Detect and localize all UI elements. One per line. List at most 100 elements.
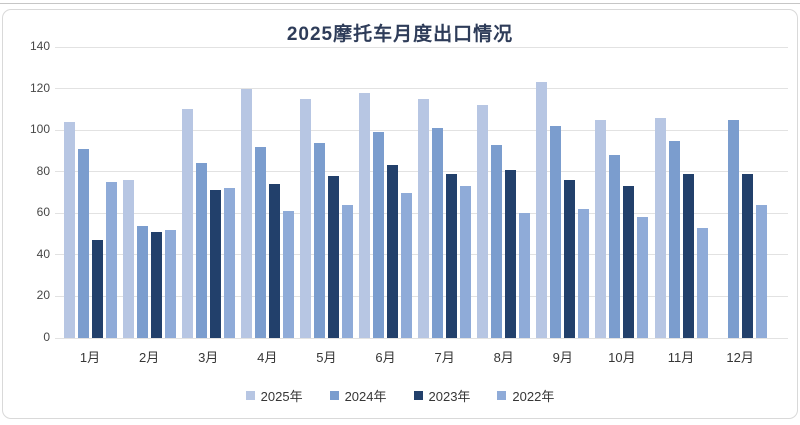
bar-2025 [299, 98, 311, 338]
bar-missing [714, 337, 725, 338]
bar-2023 [91, 240, 103, 338]
bar-2022 [519, 213, 531, 338]
bar-2022 [105, 182, 117, 338]
bar-2023 [741, 173, 753, 338]
gridline [55, 46, 788, 48]
legend-swatch-icon [329, 391, 339, 400]
bar-2022 [223, 188, 235, 338]
x-axis-label: 12月 [726, 350, 754, 365]
plot-area [55, 46, 788, 339]
bar-2024 [373, 132, 384, 338]
bar-2023 [505, 169, 517, 338]
bar-2025 [595, 119, 607, 338]
legend-item: 2024年 [329, 386, 387, 405]
y-axis-tick-label: 0 [43, 330, 50, 344]
y-axis-tick-label: 120 [29, 80, 50, 95]
legend-item: 2022年 [497, 386, 554, 405]
bar-2023 [682, 173, 694, 338]
legend-label: 2025年 [260, 389, 303, 404]
y-axis-tick-label: 140 [29, 39, 50, 53]
bar-2025 [240, 88, 252, 338]
bar-2022 [401, 192, 412, 338]
bar-2024 [195, 163, 207, 338]
bar-group [180, 109, 236, 338]
bar-group [712, 119, 768, 338]
legend-item: 2023年 [413, 386, 471, 405]
bar-2022 [460, 186, 472, 338]
legend-swatch-icon [413, 391, 423, 400]
bar-2022 [578, 209, 590, 338]
bar-group [476, 105, 532, 338]
bar-2024 [609, 155, 621, 338]
bar-2024 [136, 225, 148, 338]
bar-group [358, 92, 414, 338]
x-axis-label: 10月 [608, 350, 636, 365]
x-axis-label: 4月 [257, 350, 278, 365]
bar-2024 [254, 146, 266, 338]
bar-2023 [268, 184, 280, 338]
bar-2023 [327, 175, 339, 338]
bar-2025 [536, 82, 548, 338]
y-axis-tick-label: 20 [36, 288, 50, 303]
bar-2024 [313, 142, 325, 338]
y-axis-tick-label: 80 [36, 163, 50, 178]
legend-swatch-icon [497, 391, 507, 400]
bar-group [121, 180, 177, 338]
bar-2022 [637, 217, 649, 338]
bar-2022 [282, 211, 294, 338]
bar-2022 [341, 204, 353, 338]
legend-label: 2022年 [512, 389, 555, 404]
bar-2025 [418, 98, 430, 338]
x-axis-label: 2月 [138, 350, 160, 365]
bar-2023 [623, 186, 635, 338]
bar-2025 [477, 105, 489, 338]
bar-2024 [491, 144, 503, 338]
bar-2025 [122, 180, 134, 338]
bar-2024 [432, 128, 444, 338]
legend-swatch-icon [245, 391, 255, 400]
legend-label: 2024年 [344, 389, 387, 404]
bar-2023 [387, 165, 398, 338]
x-axis-label: 7月 [434, 350, 455, 365]
bar-group [298, 98, 354, 338]
bar-2025 [654, 117, 666, 338]
bar-2023 [564, 180, 576, 338]
x-axis-label: 5月 [316, 350, 337, 365]
x-axis-label: 3月 [198, 350, 219, 365]
bar-2022 [755, 204, 767, 338]
bar-group [239, 88, 295, 338]
bar-group [417, 98, 473, 338]
bar-2022 [696, 227, 708, 338]
bar-2023 [209, 190, 221, 338]
bar-group [62, 121, 118, 338]
gridline [55, 337, 788, 339]
x-axis-label: 9月 [552, 350, 573, 365]
bar-2024 [668, 140, 680, 338]
bar-2023 [150, 232, 162, 338]
bar-2023 [446, 173, 458, 338]
bar-2024 [727, 119, 739, 338]
y-axis-tick-label: 60 [36, 205, 50, 220]
gridline [55, 88, 788, 90]
x-axis-label: 8月 [493, 350, 514, 365]
bar-group [594, 119, 650, 338]
bar-2022 [164, 229, 176, 338]
legend-item: 2025年 [245, 386, 303, 405]
legend-label: 2023年 [428, 389, 471, 404]
x-axis-label: 6月 [375, 350, 396, 365]
x-axis-label: 1月 [79, 350, 101, 365]
y-axis-tick-label: 40 [36, 246, 50, 261]
bar-2025 [63, 121, 75, 338]
bar-group [653, 117, 709, 338]
chart-title: 2025摩托车月度出口情况 [286, 24, 514, 45]
bar-2024 [77, 148, 89, 338]
bar-2025 [359, 92, 370, 338]
top-divider [0, 3, 800, 4]
bar-2025 [181, 109, 193, 338]
legend: 2025年 2024年 2023年 2022年 [0, 386, 800, 405]
bar-2024 [550, 126, 562, 338]
x-axis-label: 11月 [667, 350, 695, 365]
bar-group [535, 82, 591, 338]
y-axis-tick-label: 100 [29, 122, 50, 137]
